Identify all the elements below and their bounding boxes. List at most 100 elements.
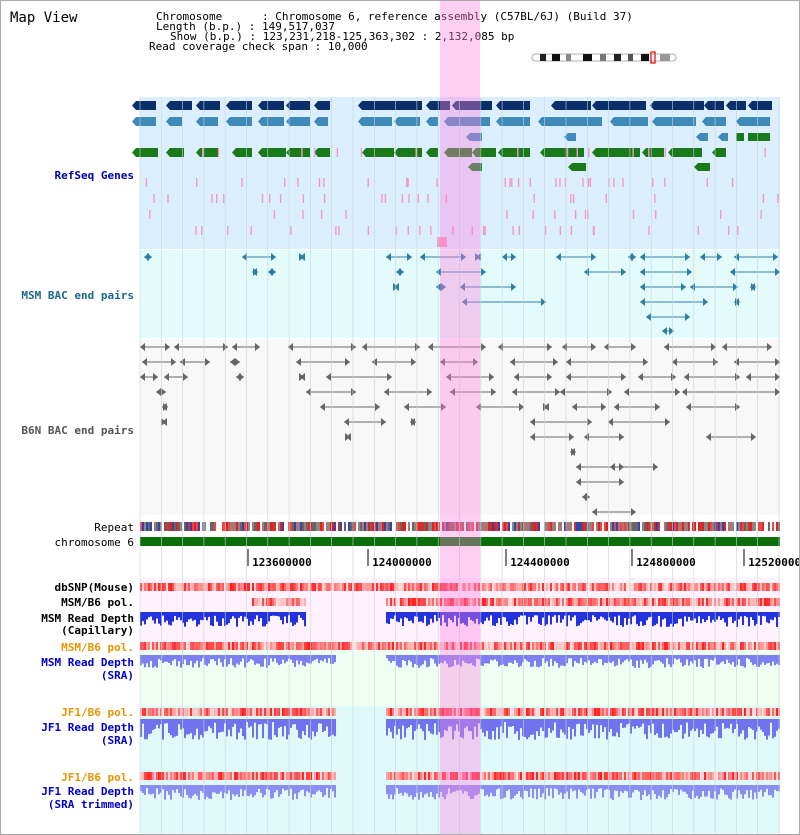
depth-bar: [510, 785, 512, 800]
depth-bar: [730, 719, 732, 724]
polymorphism-cell: [500, 598, 502, 606]
chromosome-label: Chromosome: [156, 10, 223, 23]
depth-bar: [302, 655, 304, 666]
polymorphism-cell: [478, 642, 480, 650]
b6n-bac-pair-end: [326, 373, 331, 381]
polymorphism-cell: [300, 708, 302, 716]
depth-bar: [230, 719, 232, 737]
msm-bac-pair-end: [687, 268, 692, 276]
polymorphism-cell: [418, 708, 420, 716]
polymorphism-cell: [530, 772, 532, 780]
polymorphism-cell: [724, 583, 726, 591]
polymorphism-cell: [476, 642, 478, 650]
depth-bar: [752, 785, 754, 800]
depth-bar: [508, 785, 510, 790]
polymorphism-cell: [280, 583, 282, 591]
gene-strand-arrow: [650, 101, 654, 110]
polymorphism-cell: [716, 598, 718, 606]
depth-bar: [536, 719, 538, 732]
repeat-element: [532, 522, 534, 531]
depth-bar: [530, 719, 532, 735]
polymorphism-cell: [168, 708, 170, 716]
depth-bar: [162, 655, 164, 663]
polymorphism-cell: [184, 642, 186, 650]
b6n-bac-track[interactable]: [140, 343, 780, 516]
polymorphism-cell: [742, 708, 744, 716]
depth-bar: [476, 719, 478, 737]
polymorphism-cell: [710, 583, 712, 591]
polymorphism-cell: [680, 583, 682, 591]
depth-bar: [708, 719, 710, 738]
depth-bar: [646, 655, 648, 663]
depth-bar: [390, 612, 392, 619]
polymorphism-cell: [584, 598, 586, 606]
depth-bar: [244, 719, 246, 740]
depth-bar: [424, 655, 426, 661]
repeat-track[interactable]: [140, 522, 780, 546]
polymorphism-cell: [756, 642, 758, 650]
depth-bar: [754, 655, 756, 665]
polymorphism-cell: [522, 642, 524, 650]
depth-bar: [760, 612, 762, 625]
polymorphism-cell: [376, 642, 378, 650]
polymorphism-cell: [576, 642, 578, 650]
polymorphism-depth-tracks[interactable]: [140, 583, 780, 800]
gene-mark: [367, 178, 369, 187]
polymorphism-cell: [560, 772, 562, 780]
b6n-bac-pair-end: [450, 388, 455, 396]
repeat-element: [152, 522, 154, 531]
gene-mark: [760, 210, 762, 219]
repeat-element: [572, 522, 574, 531]
b6n-bac-pair-end: [320, 403, 325, 411]
depth-bar: [454, 785, 456, 792]
depth-bar: [170, 612, 172, 626]
polymorphism-cell: [754, 642, 756, 650]
depth-bar: [710, 785, 712, 799]
polymorphism-cell: [640, 598, 642, 606]
depth-bar: [608, 655, 610, 663]
gene-exon-block: [398, 148, 422, 157]
depth-bar: [184, 785, 186, 790]
polymorphism-cell: [236, 708, 238, 716]
depth-bar: [628, 719, 630, 724]
polymorphism-cell: [330, 708, 332, 716]
depth-bar: [228, 655, 230, 665]
repeat-element: [358, 522, 360, 531]
depth-bar: [484, 785, 486, 797]
msm-bac-track[interactable]: [144, 253, 780, 335]
depth-bar: [646, 612, 648, 621]
polymorphism-cell: [546, 583, 548, 591]
refseq-genes-track[interactable]: [132, 101, 779, 247]
depth-bar: [170, 655, 172, 665]
repeat-element: [304, 522, 306, 531]
depth-bar: [318, 785, 320, 791]
depth-bar: [758, 719, 760, 727]
polymorphism-cell: [334, 708, 336, 716]
depth-bar: [496, 785, 498, 790]
polymorphism-cell: [482, 642, 484, 650]
polymorphism-cell: [476, 583, 478, 591]
chromosome-ideogram[interactable]: [531, 51, 677, 64]
polymorphism-cell: [326, 642, 328, 650]
gene-strand-arrow: [132, 148, 136, 157]
polymorphism-cell: [230, 642, 232, 650]
depth-bar: [392, 719, 394, 739]
repeat-element: [482, 522, 484, 531]
show-info: Show (b.p.) : 123,231,218-125,363,302 : …: [170, 30, 515, 43]
depth-bar: [212, 612, 214, 627]
depth-bar: [518, 719, 520, 740]
depth-bar: [394, 785, 396, 795]
gene-strand-arrow: [314, 101, 318, 110]
repeat-element: [536, 522, 538, 531]
polymorphism-cell: [290, 642, 292, 650]
polymorphism-cell: [458, 642, 460, 650]
polymorphism-cell: [188, 708, 190, 716]
depth-bar: [264, 612, 266, 627]
depth-bar: [644, 655, 646, 660]
depth-bar: [192, 655, 194, 668]
depth-bar: [290, 719, 292, 728]
polymorphism-cell: [568, 708, 570, 716]
repeat-element: [364, 522, 366, 531]
b6n-bac-pair-end: [746, 373, 751, 381]
